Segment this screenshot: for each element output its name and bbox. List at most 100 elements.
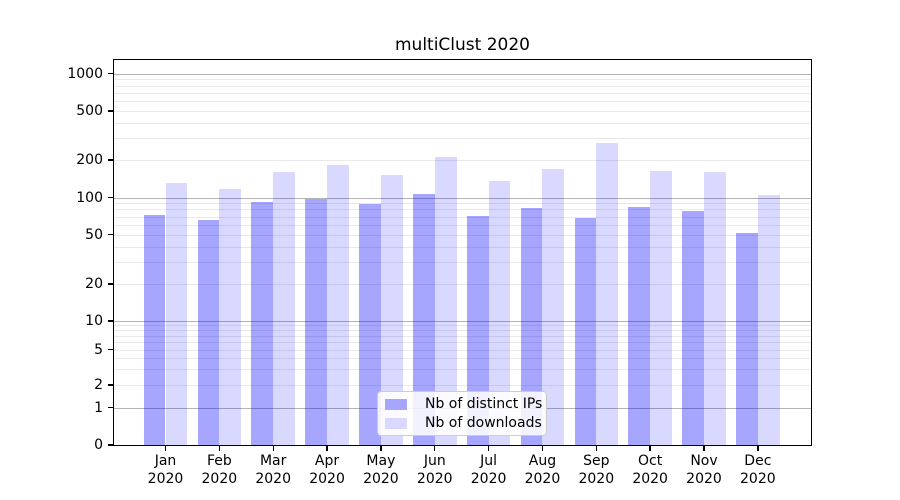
legend: Nb of distinct IPs Nb of downloads <box>377 391 547 436</box>
bar-downloads-oct <box>650 170 672 445</box>
y-tick-mark <box>107 72 113 75</box>
y-tick-label: 200 <box>76 152 103 168</box>
x-tick-label: Oct 2020 <box>618 453 682 488</box>
bar-downloads-may <box>380 174 403 445</box>
gridline-minor <box>113 160 812 161</box>
x-tick-year: 2020 <box>578 470 615 487</box>
x-tick-label: Jul 2020 <box>457 453 521 488</box>
gridline-minor <box>113 79 812 81</box>
bar-distinct-ips-mar <box>251 201 274 445</box>
y-tick-label: 50 <box>85 226 103 243</box>
bar-distinct-ips-sep <box>574 218 597 445</box>
x-tick-month: Aug <box>528 453 557 469</box>
bar-distinct-ips-apr <box>305 198 328 445</box>
x-tick-month: Jan <box>154 453 177 469</box>
gridline-major <box>113 197 812 199</box>
bar-downloads-mar <box>273 172 295 445</box>
gridline-minor <box>113 234 812 236</box>
x-tick-year: 2020 <box>147 470 184 487</box>
bar-distinct-ips-jul <box>466 215 489 445</box>
bar-downloads-feb <box>219 189 242 445</box>
bar-distinct-ips-jan <box>143 215 166 445</box>
legend-swatch-downloads <box>385 417 407 429</box>
y-tick-label: 0 <box>94 437 103 453</box>
gridline-minor <box>113 224 812 226</box>
bar-distinct-ips-feb <box>197 220 220 445</box>
x-tick-month: Jul <box>480 453 498 469</box>
bar-distinct-ips-dec <box>736 233 758 445</box>
x-tick-label: Feb 2020 <box>187 453 251 488</box>
x-tick-label: Dec 2020 <box>726 453 790 488</box>
y-tick-mark <box>107 283 113 285</box>
x-tick-month: Sep <box>583 453 610 469</box>
gridline-minor <box>113 284 812 285</box>
gridline-minor <box>113 369 812 371</box>
x-tick-month: Oct <box>638 453 663 469</box>
gridline-minor <box>113 111 812 112</box>
x-tick-year: 2020 <box>416 470 453 487</box>
bar-downloads-apr <box>327 164 349 445</box>
gridline-minor <box>113 246 812 248</box>
bar-downloads-aug <box>542 168 565 445</box>
x-tick-mark <box>326 446 328 452</box>
x-tick-label: May 2020 <box>349 453 413 488</box>
bar-downloads-nov <box>704 172 726 445</box>
gridline-minor <box>113 138 812 140</box>
x-tick-mark <box>487 446 490 452</box>
gridline-minor <box>113 335 812 337</box>
y-tick-label: 1 <box>94 399 103 416</box>
gridline-minor <box>113 122 812 124</box>
gridline-minor <box>113 342 812 343</box>
chart-title: multiClust 2020 <box>394 35 530 55</box>
x-tick-month: May <box>366 453 396 469</box>
x-tick-label: Aug 2020 <box>510 453 574 488</box>
y-tick-label: 500 <box>76 103 103 119</box>
bar-distinct-ips-jun <box>412 194 435 445</box>
x-tick-mark <box>757 446 759 452</box>
bar-downloads-sep <box>596 142 619 445</box>
gridline-major <box>113 73 812 75</box>
x-tick-label: Nov 2020 <box>672 453 736 488</box>
y-tick-mark <box>107 348 113 351</box>
y-tick-mark <box>107 444 113 446</box>
gridline-minor <box>113 385 812 386</box>
gridline-major <box>113 321 812 322</box>
x-tick-year: 2020 <box>470 470 507 487</box>
y-tick-label: 10 <box>85 313 103 329</box>
y-tick-mark <box>107 320 113 322</box>
gridline-minor <box>113 358 812 360</box>
legend-label-downloads: Nb of downloads <box>425 415 542 431</box>
x-tick-mark <box>164 446 167 452</box>
y-tick-label: 100 <box>76 189 103 206</box>
gridline-minor <box>113 209 812 211</box>
bar-downloads-jan <box>165 183 188 445</box>
y-tick-mark <box>107 406 113 409</box>
x-tick-year: 2020 <box>309 470 345 487</box>
gridline-minor <box>113 92 812 94</box>
y-tick-label: 2 <box>94 377 103 393</box>
gridline-minor <box>113 101 812 103</box>
x-tick-label: Jan 2020 <box>134 453 198 488</box>
x-tick-mark <box>272 446 274 452</box>
y-tick-mark <box>107 196 113 199</box>
x-tick-year: 2020 <box>524 470 561 487</box>
x-tick-year: 2020 <box>255 470 291 487</box>
legend-entry-distinct-ips: Nb of distinct IPs <box>385 396 542 412</box>
x-tick-mark <box>218 446 221 452</box>
x-tick-label: Jun 2020 <box>403 453 467 488</box>
y-tick-label: 1000 <box>67 65 103 82</box>
bar-downloads-dec <box>757 194 780 445</box>
gridline-minor <box>113 85 812 87</box>
legend-swatch-distinct-ips <box>385 398 407 410</box>
legend-entry-downloads: Nb of downloads <box>385 415 542 431</box>
bar-downloads-jun <box>434 157 457 445</box>
x-tick-year: 2020 <box>686 470 722 487</box>
gridline-minor <box>113 349 812 351</box>
x-tick-label: Sep 2020 <box>564 453 628 488</box>
bar-distinct-ips-nov <box>682 210 704 445</box>
x-tick-year: 2020 <box>201 470 238 487</box>
x-tick-label: Mar 2020 <box>241 453 305 488</box>
x-tick-mark <box>649 446 651 452</box>
gridline-minor <box>113 262 812 264</box>
